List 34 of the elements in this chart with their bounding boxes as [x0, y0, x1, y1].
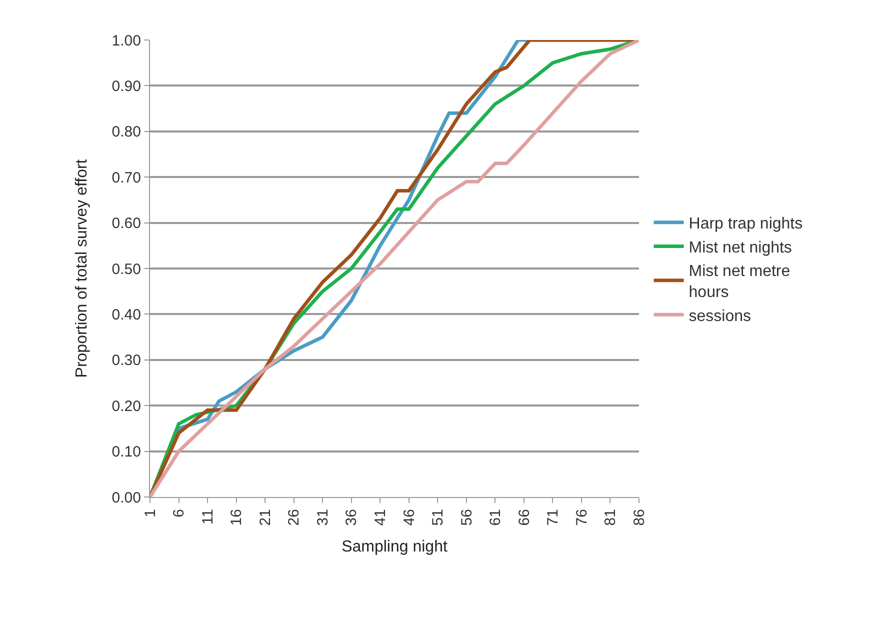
- y-tick-label: 0.50: [112, 260, 141, 278]
- x-tick-label: 21: [256, 509, 274, 526]
- x-tick-label: 1: [142, 509, 159, 518]
- x-tick-label: 16: [228, 509, 246, 526]
- x-tick-label: 56: [458, 509, 476, 526]
- y-tick-label: 0.90: [112, 78, 141, 95]
- y-tick-label: 0.70: [112, 169, 141, 186]
- x-tick-label: 61: [487, 509, 504, 526]
- x-tick-label: 36: [343, 509, 360, 526]
- x-tick-label: 26: [286, 509, 303, 526]
- y-tick-label: 0.00: [112, 489, 141, 506]
- x-tick-label: 51: [430, 509, 447, 526]
- legend-label: Harp trap nights: [688, 216, 803, 233]
- y-tick-label: 1.00: [112, 32, 141, 50]
- x-tick-label: 81: [602, 509, 620, 526]
- y-tick-label: 0.40: [112, 306, 141, 324]
- y-axis-title: Proportion of total survey effort: [74, 158, 91, 378]
- y-tick-label: 0.10: [112, 444, 141, 461]
- x-tick-label: 6: [170, 509, 188, 518]
- legend-label: sessions: [688, 308, 752, 325]
- x-tick-label: 11: [199, 509, 216, 525]
- x-tick-label: 46: [400, 509, 418, 526]
- y-tick-label: 0.30: [112, 352, 141, 370]
- legend-label: Mist net nights: [688, 239, 792, 256]
- x-axis-title: Sampling night: [342, 538, 448, 556]
- x-tick-label: 66: [516, 509, 533, 526]
- x-tick-label: 71: [544, 509, 562, 526]
- y-tick-label: 0.60: [112, 215, 141, 232]
- x-tick-label: 31: [314, 509, 332, 526]
- y-tick-label: 0.80: [112, 124, 141, 141]
- x-tick-label: 86: [630, 509, 648, 526]
- x-tick-label: 41: [372, 509, 389, 526]
- y-tick-label: 0.20: [112, 398, 141, 415]
- x-tick-label: 76: [573, 509, 590, 526]
